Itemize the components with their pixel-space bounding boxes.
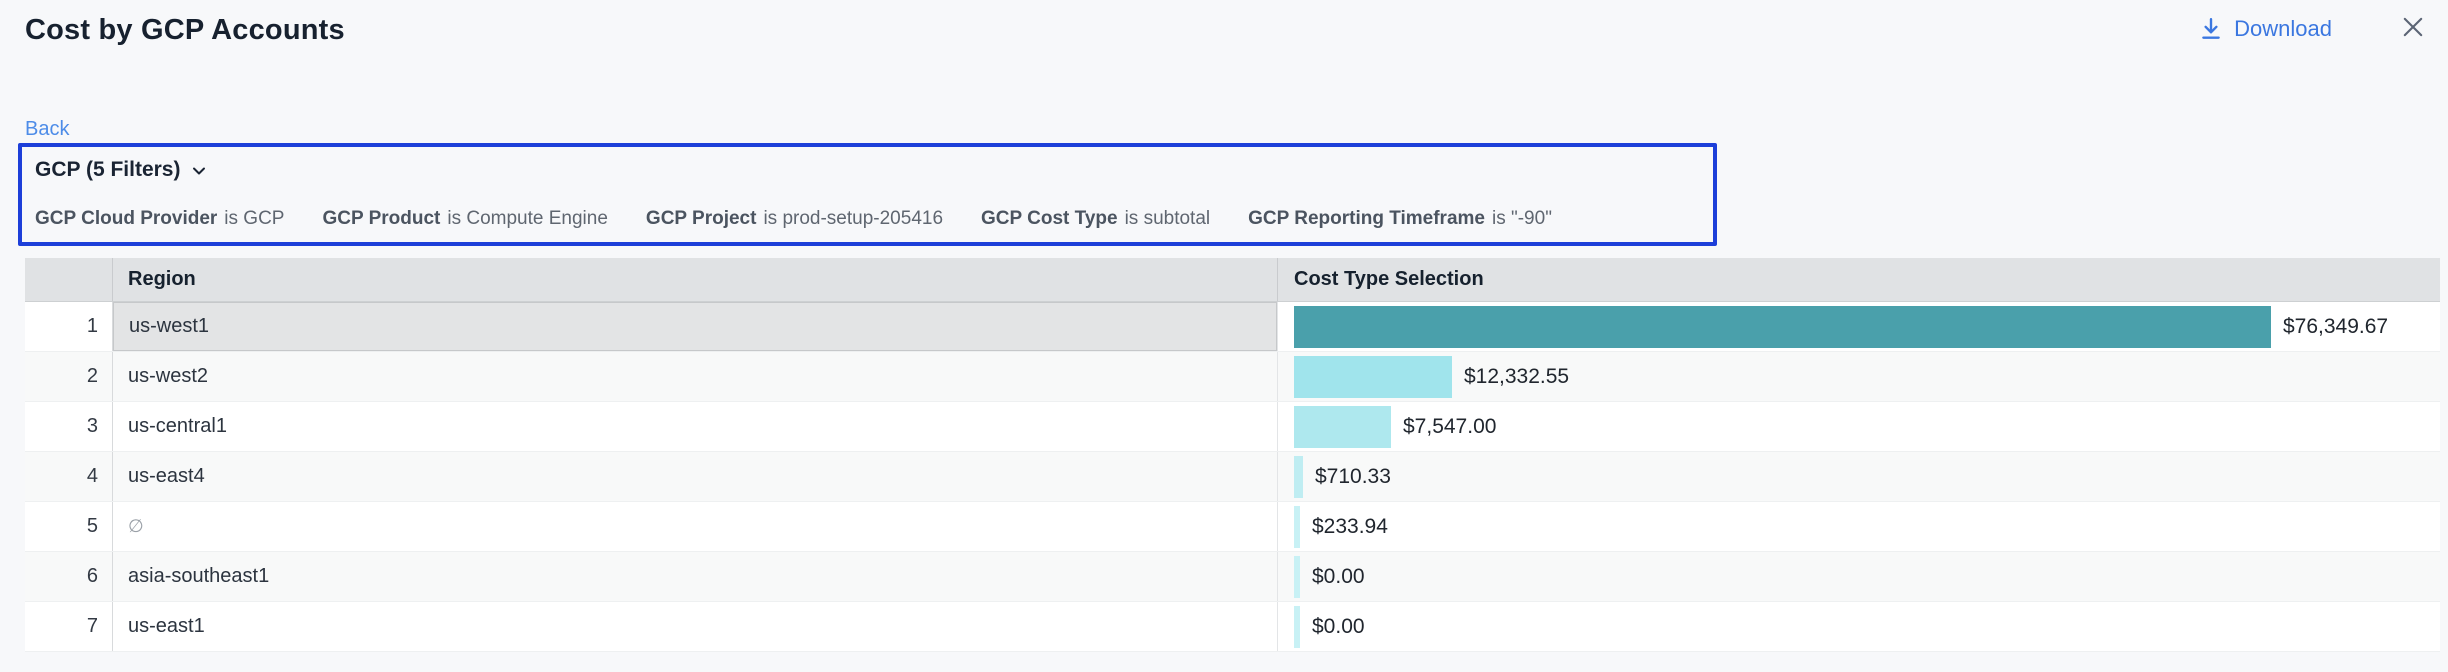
cost-cell[interactable]: $7,547.00 [1277,402,2440,451]
download-label: Download [2234,16,2332,41]
cost-value: $12,332.55 [1464,364,1570,388]
region-cell[interactable]: us-east4 [113,452,1277,501]
table-body: 1 us-west1 $76,349.67 2 us-west2 $12,332… [25,302,2440,652]
cost-cell[interactable]: $0.00 [1277,552,2440,601]
cost-bar[interactable] [1294,555,1300,598]
row-number: 2 [25,352,113,401]
chevron-down-icon [189,159,209,181]
table-row: 4 us-east4 $710.33 [25,452,2440,502]
filter-item: GCP Cost Type is subtotal [981,208,1210,230]
region-cell[interactable]: us-west1 [113,302,1277,351]
cost-cell[interactable]: $76,349.67 [1277,302,2440,351]
title-bar: Cost by GCP Accounts Download [25,14,2428,47]
filter-condition: is prod-setup-205416 [763,208,944,229]
filter-item: GCP Reporting Timeframe is "-90" [1248,208,1552,230]
filter-field-label: GCP Reporting Timeframe [1248,208,1485,229]
filter-item: GCP Cloud Provider is GCP [35,208,284,230]
region-column-header[interactable]: Region [128,268,196,290]
cost-column-header[interactable]: Cost Type Selection [1277,258,2440,301]
region-label: us-west2 [128,365,209,387]
cost-value: $7,547.00 [1403,414,1497,438]
cost-value: $0.00 [1312,564,1365,588]
table-row: 1 us-west1 $76,349.67 [25,302,2440,352]
cost-value: $233.94 [1312,514,1388,538]
cost-bar[interactable] [1294,455,1303,498]
table-row: 6 asia-southeast1 $0.00 [25,552,2440,602]
row-number: 3 [25,402,113,451]
back-link[interactable]: Back [25,118,70,140]
filter-field-label: GCP Project [645,208,757,229]
download-icon [2198,16,2224,42]
region-label: asia-southeast1 [128,565,270,587]
filter-condition: is GCP [224,208,285,229]
row-number: 6 [25,552,113,601]
cost-cell[interactable]: $710.33 [1277,452,2440,501]
cost-bar[interactable] [1294,305,2271,348]
table-header-row: Region Cost Type Selection [25,258,2440,302]
row-number-column-header [25,258,113,301]
table-row: 2 us-west2 $12,332.55 [25,352,2440,402]
region-label: ∅ [128,516,144,536]
row-number: 7 [25,602,113,651]
cost-bar[interactable] [1294,405,1391,448]
top-actions: Download [2198,14,2428,44]
region-label: us-east1 [128,615,205,637]
filter-condition: is Compute Engine [447,208,608,229]
region-label: us-west1 [129,315,210,337]
close-button[interactable] [2398,14,2428,44]
filter-box: GCP (5 Filters) GCP Cloud Provider is GCP… [18,143,1717,246]
filter-condition: is subtotal [1124,208,1211,229]
region-cell[interactable]: us-east1 [113,602,1277,651]
filter-condition: is "-90" [1491,208,1552,229]
cost-cell[interactable]: $0.00 [1277,602,2440,651]
filter-item: GCP Product is Compute Engine [322,208,607,230]
region-label: us-east4 [128,465,205,487]
filter-field-label: GCP Cloud Provider [35,208,218,229]
cost-value: $710.33 [1315,464,1391,488]
row-number: 5 [25,502,113,551]
cost-value: $0.00 [1312,614,1365,638]
page-title: Cost by GCP Accounts [25,14,345,46]
filter-field-label: GCP Cost Type [981,208,1118,229]
cost-bar[interactable] [1294,505,1300,548]
cost-bar[interactable] [1294,355,1452,398]
filter-list: GCP Cloud Provider is GCP GCP Product is Co… [35,208,1699,230]
region-cell[interactable]: us-west2 [113,352,1277,401]
region-cell-selected[interactable]: us-west1 [113,302,1277,351]
table-row: 3 us-central1 $7,547.00 [25,402,2440,452]
filter-summary-toggle[interactable]: GCP (5 Filters) [35,158,209,182]
cost-table: Region Cost Type Selection 1 us-west1 $7… [25,258,2440,652]
table-row: 5 ∅ $233.94 [25,502,2440,552]
filter-item: GCP Project is prod-setup-205416 [646,208,943,230]
cost-cell[interactable]: $233.94 [1277,502,2440,551]
row-number: 1 [25,302,113,351]
table-row: 7 us-east1 $0.00 [25,602,2440,652]
download-button[interactable]: Download [2198,16,2332,42]
region-label: us-central1 [128,415,227,437]
cost-cell[interactable]: $12,332.55 [1277,352,2440,401]
close-icon [2399,13,2427,46]
cost-value: $76,349.67 [2283,314,2389,338]
region-cell[interactable]: ∅ [113,502,1277,551]
region-cell[interactable]: us-central1 [113,402,1277,451]
cost-bar[interactable] [1294,605,1300,648]
row-number: 4 [25,452,113,501]
filter-summary-label: GCP (5 Filters) [35,158,181,181]
region-cell[interactable]: asia-southeast1 [113,552,1277,601]
filter-field-label: GCP Product [322,208,441,229]
